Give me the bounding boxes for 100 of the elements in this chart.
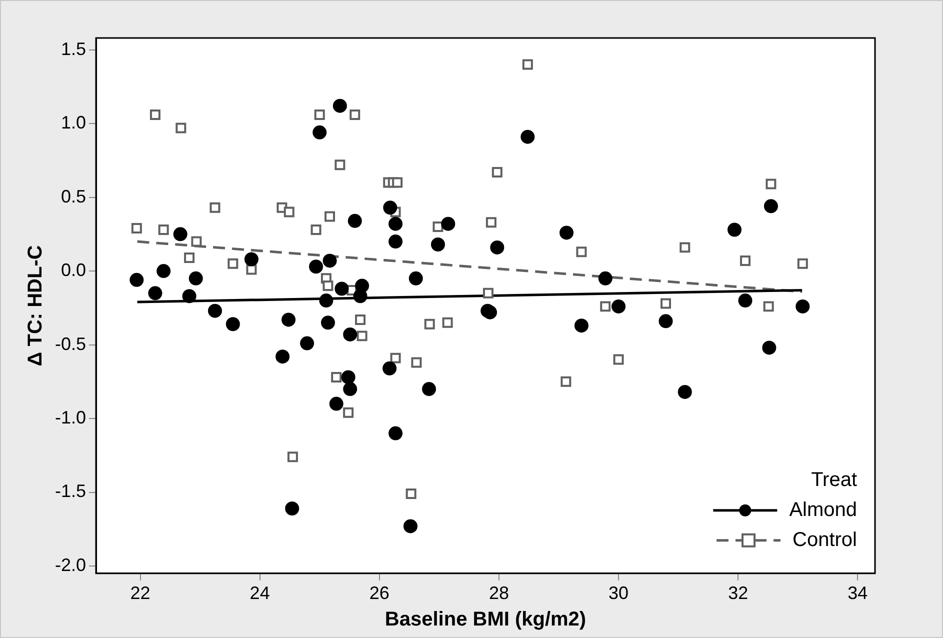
point (314, 109, 325, 120)
point (486, 217, 496, 228)
point (660, 298, 671, 309)
point (319, 294, 334, 308)
point (150, 109, 160, 120)
point (490, 240, 504, 254)
point (430, 237, 445, 252)
point (188, 271, 203, 286)
point (382, 361, 397, 376)
legend-label: Almond (789, 498, 857, 521)
x-axis-title: Baseline BMI (kg/m2) (384, 608, 586, 631)
point (130, 272, 144, 287)
point (424, 318, 435, 330)
point (522, 59, 533, 70)
point (156, 264, 171, 278)
point (560, 376, 572, 387)
point (310, 224, 322, 235)
point (797, 258, 808, 269)
legend-label: Control (792, 528, 857, 551)
y-tick-label: -1.5 (54, 481, 86, 502)
point (176, 122, 186, 134)
point (403, 519, 418, 534)
y-tick-label: 0.0 (60, 260, 86, 280)
point (173, 227, 188, 242)
point (613, 354, 624, 365)
point (131, 223, 142, 234)
point (612, 299, 626, 314)
point (334, 160, 346, 170)
x-tick-label: 34 (848, 583, 868, 604)
point (244, 252, 258, 266)
point (576, 246, 587, 258)
point (390, 352, 401, 364)
point (411, 357, 422, 368)
point (332, 98, 347, 113)
y-tick-label: -2.0 (54, 554, 86, 575)
point (388, 234, 403, 249)
point (598, 271, 612, 286)
point (658, 314, 673, 328)
point (343, 382, 358, 396)
x-tick-label: 32 (728, 583, 748, 604)
point (574, 318, 588, 333)
x-tick-label: 30 (608, 583, 629, 604)
point (284, 206, 294, 218)
point (246, 264, 257, 275)
point (392, 177, 403, 188)
point (680, 242, 690, 253)
y-tick-label: -1.0 (54, 408, 86, 428)
point (388, 426, 403, 440)
point (300, 336, 314, 350)
point (226, 317, 240, 332)
y-tick-label: 1.0 (60, 112, 86, 133)
point (492, 166, 502, 178)
point (341, 370, 356, 384)
x-tick-label: 26 (369, 583, 390, 604)
y-axis-title: Δ TC: HDL-C (24, 245, 47, 366)
point (356, 330, 368, 342)
point (208, 304, 222, 318)
x-tick-label: 24 (250, 583, 270, 604)
point (355, 314, 366, 325)
point (728, 222, 742, 237)
x-tick-label: 28 (488, 583, 509, 604)
x-tick-label: 22 (130, 583, 150, 604)
point (334, 282, 349, 296)
y-tick-label: 0.5 (60, 186, 86, 206)
point (763, 301, 774, 312)
point (322, 254, 337, 268)
y-tick-label: 1.5 (60, 38, 86, 59)
point (766, 178, 776, 190)
point (406, 488, 416, 499)
point (442, 317, 453, 328)
point (228, 258, 238, 269)
point (182, 289, 196, 304)
point (158, 224, 169, 235)
point (331, 372, 342, 382)
point (482, 288, 494, 298)
point (350, 109, 360, 120)
point (796, 299, 810, 314)
point (740, 255, 751, 266)
point (600, 301, 611, 312)
point (312, 125, 327, 140)
point (276, 350, 290, 364)
point (324, 211, 336, 222)
point (422, 382, 436, 396)
point (560, 226, 574, 240)
point (210, 202, 220, 213)
point (520, 130, 535, 144)
point (191, 236, 202, 247)
point (148, 286, 162, 300)
point (309, 260, 324, 274)
legend-title: Treat (811, 468, 858, 491)
point (441, 216, 456, 231)
point (287, 452, 298, 462)
y-tick-label: -0.5 (54, 334, 86, 354)
point (285, 502, 300, 516)
point (348, 214, 362, 228)
point (329, 396, 344, 411)
point (355, 278, 370, 293)
point (738, 294, 752, 308)
point (282, 312, 296, 327)
point (388, 216, 403, 231)
